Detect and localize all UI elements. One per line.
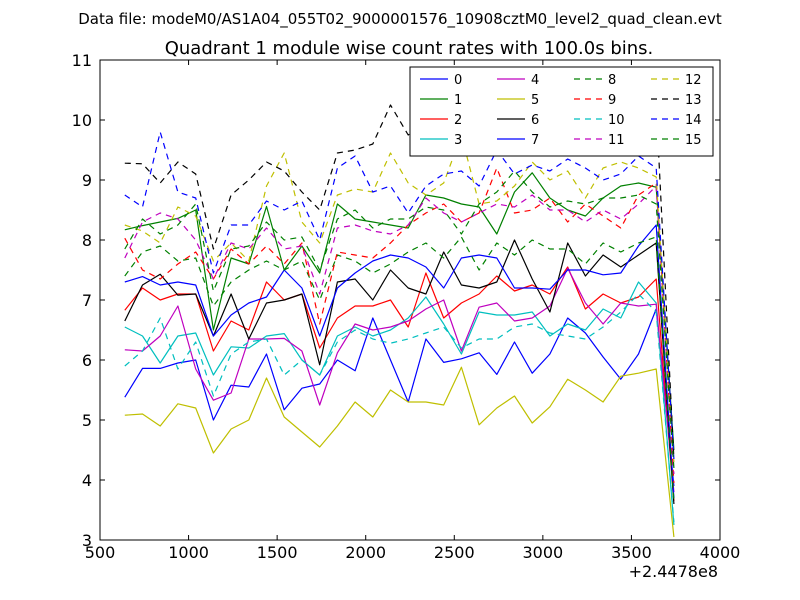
y-tick-label: 6: [82, 351, 92, 370]
series-line-8: [124, 236, 675, 502]
y-tick-label: 3: [82, 531, 92, 550]
x-tick-label: 4000: [700, 543, 741, 562]
x-offset-label: +2.4478e8: [629, 562, 718, 581]
y-tick-label: 5: [82, 411, 92, 430]
y-tick-label: 4: [82, 471, 92, 490]
axis-ticks: 500 1000 1500 2000 2500 3000 3500 4000345678910…: [72, 51, 741, 562]
x-tick-label: 3500: [611, 543, 652, 562]
x-tick-label: 500: [85, 543, 116, 562]
series-line-4: [124, 267, 675, 493]
series-line-7: [124, 224, 675, 499]
series-line-2: [124, 266, 675, 502]
legend-label-7: 7: [531, 133, 539, 148]
y-tick-label: 9: [82, 171, 92, 190]
series-line-10: [124, 293, 675, 523]
x-tick-label: 2500: [434, 543, 475, 562]
legend-label-0: 0: [454, 73, 462, 88]
y-tick-label: 10: [72, 111, 92, 130]
legend-label-9: 9: [608, 93, 616, 108]
legend-label-6: 6: [531, 113, 539, 128]
series-line-0: [124, 308, 675, 487]
legend-label-10: 10: [608, 113, 625, 128]
series-line-9: [124, 167, 675, 484]
legend-label-15: 15: [685, 133, 702, 148]
legend-box: [409, 66, 714, 157]
y-tick-label: 11: [72, 51, 92, 70]
legend-label-8: 8: [608, 73, 616, 88]
series-line-6: [124, 239, 675, 505]
legend-label-1: 1: [454, 93, 462, 108]
legend-label-13: 13: [685, 93, 702, 108]
series-line-1: [124, 172, 675, 451]
series-line-12: [124, 134, 675, 463]
x-tick-label: 3000: [522, 543, 563, 562]
legend-label-12: 12: [685, 73, 702, 88]
y-tick-label: 8: [82, 231, 92, 250]
data-file-caption: Data file: modeM0/AS1A04_055T02_90000015…: [78, 10, 722, 29]
legend-label-2: 2: [454, 113, 462, 128]
x-tick-label: 2000: [345, 543, 386, 562]
x-tick-label: 1500: [257, 543, 298, 562]
legend-label-3: 3: [454, 133, 462, 148]
series-line-5: [124, 366, 675, 538]
series-line-14: [124, 131, 675, 460]
legend-label-4: 4: [531, 73, 539, 88]
legend-label-14: 14: [685, 113, 702, 128]
legend-label-5: 5: [531, 93, 539, 108]
y-tick-label: 7: [82, 291, 92, 310]
legend-label-11: 11: [608, 133, 625, 148]
chart-title: Quadrant 1 module wise count rates with …: [165, 38, 654, 59]
series-line-15: [124, 170, 675, 469]
x-tick-label: 1000: [168, 543, 209, 562]
series-line-11: [124, 185, 675, 475]
